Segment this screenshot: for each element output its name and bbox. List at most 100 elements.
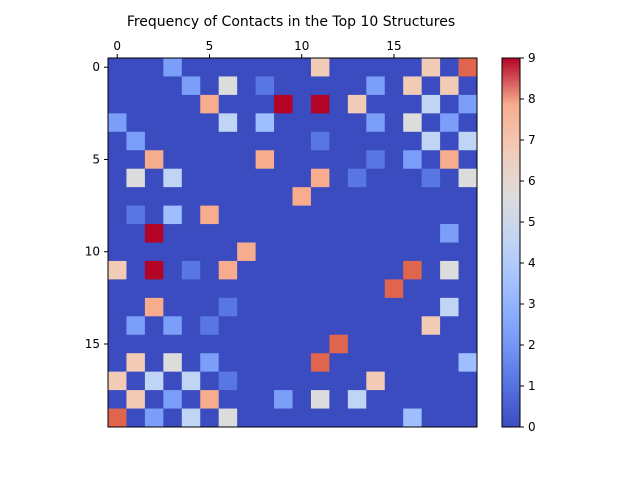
x-tick-label: 0 [113,39,121,53]
heatmap-cell [181,168,201,188]
heatmap-cell [144,242,164,262]
heatmap-cell [292,150,312,170]
heatmap-cell [218,205,238,225]
heatmap-cell [108,390,127,409]
heatmap-cell [347,131,367,151]
heatmap-cells [108,58,478,428]
heatmap-cell [421,242,441,262]
heatmap-cell [421,279,441,299]
heatmap-cell [237,150,256,170]
heatmap-cell [366,353,386,373]
heatmap-cell [292,260,312,280]
heatmap-cell [403,279,423,299]
heatmap-cell [292,316,312,336]
colorbar-tick-label: 6 [528,174,536,188]
heatmap-cell [255,168,275,188]
heatmap-cell [310,168,330,188]
heatmap-cell [255,205,275,225]
heatmap-cell [310,390,330,409]
heatmap-cell [421,297,441,317]
heatmap-cell [403,113,423,133]
colorbar-tick-label: 7 [528,133,536,147]
heatmap-cell [237,408,256,428]
heatmap-cell [108,187,127,206]
heatmap-cell [384,131,404,151]
heatmap-cell [163,113,183,133]
heatmap-cell [126,260,146,280]
heatmap-cell [384,150,404,170]
heatmap-cell [458,187,478,206]
heatmap-cell [310,76,330,96]
heatmap-cell [126,131,146,151]
heatmap-cell [255,58,275,77]
heatmap-cell [274,408,293,428]
heatmap-cell [218,76,238,96]
heatmap-cell [347,279,367,299]
heatmap-cell [384,334,404,354]
heatmap-cell [310,408,330,428]
heatmap-cell [292,58,312,77]
heatmap-cell [255,334,275,354]
heatmap-cell [458,316,478,336]
heatmap-cell [274,168,293,188]
heatmap-cell [163,297,183,317]
heatmap-cell [126,168,146,188]
heatmap-cell [126,205,146,225]
heatmap-cell [440,316,459,336]
heatmap-cell [126,408,146,428]
heatmap-cell [347,113,367,133]
heatmap-cell [347,224,367,243]
chart-title: Frequency of Contacts in the Top 10 Stru… [127,14,455,30]
heatmap-cell [366,131,386,151]
heatmap-cell [366,408,386,428]
heatmap-cell [181,279,201,299]
x-axis-ticks: 0 5 10 15 [113,39,402,58]
heatmap-cell [440,242,459,262]
heatmap-cell [440,408,459,428]
colorbar-tick-label: 1 [528,379,536,393]
heatmap-cell [144,390,164,409]
heatmap-cell [163,390,183,409]
heatmap-cell [440,353,459,373]
heatmap-cell [163,316,183,336]
heatmap-cell [366,113,386,133]
heatmap-cell [292,297,312,317]
heatmap-cell [421,371,441,391]
heatmap-cell [163,187,183,206]
heatmap-cell [144,371,164,391]
heatmap-cell [347,260,367,280]
heatmap-cell [384,353,404,373]
heatmap-cell [126,371,146,391]
heatmap-cell [108,279,127,299]
heatmap-cell [200,187,220,206]
heatmap-cell [237,297,256,317]
heatmap-cell [274,224,293,243]
heatmap-cell [218,150,238,170]
heatmap-cell [421,408,441,428]
heatmap-cell [440,113,459,133]
heatmap-cell [237,76,256,96]
heatmap-cell [310,279,330,299]
heatmap-cell [440,279,459,299]
heatmap-cell [181,316,201,336]
colorbar-tick-label: 3 [528,297,536,311]
heatmap-cell [163,260,183,280]
heatmap-cell [237,205,256,225]
heatmap-cell [310,58,330,77]
heatmap-cell [366,260,386,280]
heatmap-cell [403,297,423,317]
heatmap-cell [310,205,330,225]
heatmap-cell [255,94,275,114]
heatmap-cell [403,58,423,77]
heatmap-cell [440,76,459,96]
heatmap-cell [181,113,201,133]
heatmap-cell [274,316,293,336]
heatmap-cell [310,131,330,151]
plot-frame [107,57,478,428]
heatmap-cell [108,58,127,77]
heatmap-cell [237,242,256,262]
heatmap-cell [255,297,275,317]
heatmap-cell [126,242,146,262]
heatmap-cell [440,168,459,188]
heatmap-cell [366,390,386,409]
